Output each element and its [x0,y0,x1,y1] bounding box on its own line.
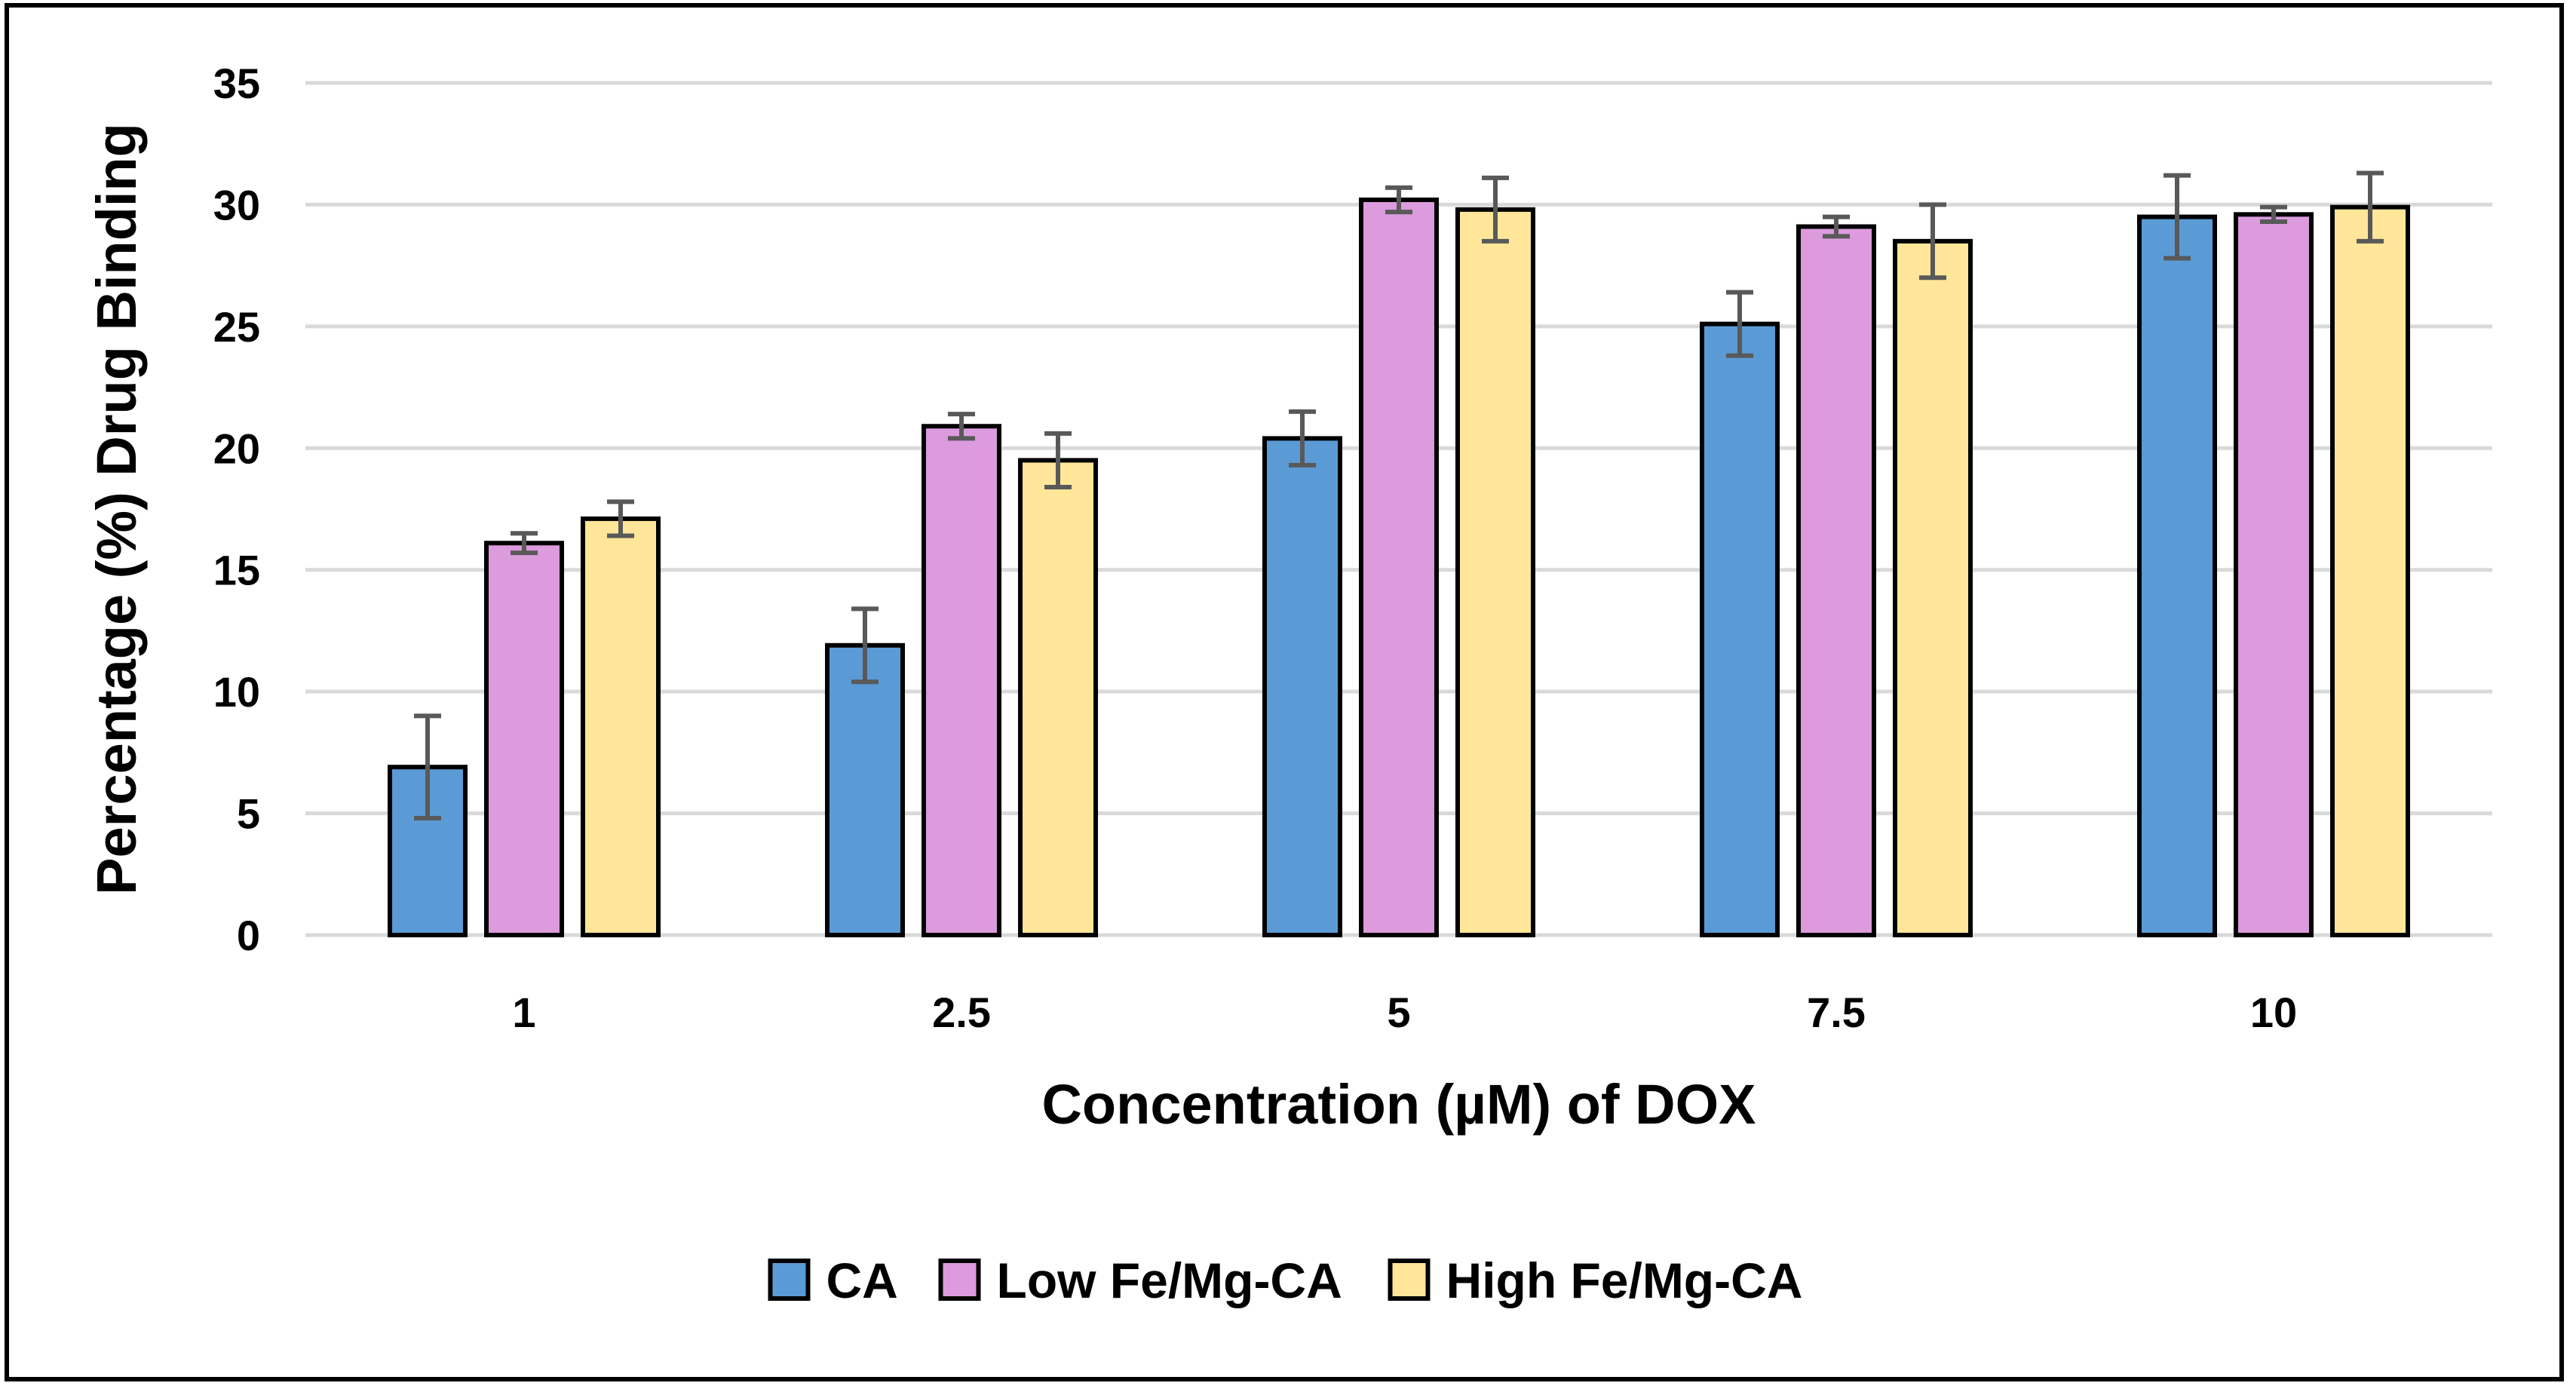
legend: CA Low Fe/Mg-CA High Fe/Mg-CA [768,1253,1803,1308]
bar [1018,458,1098,937]
x-tick-label: 5 [1387,989,1410,1036]
y-tick-label: 0 [237,912,260,959]
error-bar [851,606,879,685]
bar [1893,238,1973,938]
error-bar [2164,173,2191,261]
bar [581,516,661,937]
bars [388,197,2410,938]
x-axis-title: Concentration (µM) of DOX [1041,1073,1756,1136]
y-tick-label: 10 [213,668,260,716]
y-tick-label: 20 [213,425,260,472]
x-tick-label: 2.5 [932,989,991,1036]
legend-swatch [768,1259,811,1301]
legend-swatch [938,1259,981,1301]
error-bar [1823,214,1850,239]
error-bar [948,412,975,441]
legend-label: CA [826,1253,898,1308]
y-tick-label: 15 [213,547,260,594]
bar [1796,224,1876,937]
y-axis-title: Percentage (%) Drug Binding [85,123,148,895]
bar [2234,212,2314,938]
x-axis-ticks: 1 2.5 5 7.5 10 [512,989,2297,1036]
error-bar [1289,409,1316,468]
x-tick-label: 1 [512,989,535,1036]
y-axis-ticks: 0 5 10 15 20 25 30 35 [213,60,260,959]
legend-label: High Fe/Mg-CA [1446,1253,1803,1308]
y-tick-label: 30 [213,181,260,228]
legend-label: Low Fe/Mg-CA [997,1253,1342,1308]
legend-swatch [1388,1259,1431,1301]
y-tick-label: 25 [213,303,260,351]
y-tick-label: 5 [237,790,260,838]
error-bar [1919,202,1946,281]
x-tick-label: 10 [2250,989,2297,1036]
error-bar [1726,290,1753,358]
error-bar [414,713,441,821]
error-bars [414,170,2384,821]
x-tick-label: 7.5 [1807,989,1866,1036]
bar [484,541,564,937]
error-bar [607,499,634,538]
error-bar [511,531,538,556]
bar [1359,197,1439,937]
bar [1262,436,1342,937]
error-bar [1044,431,1072,489]
error-bar [2357,170,2384,244]
y-tick-label: 35 [213,60,260,107]
bar [1455,207,1535,937]
bar [2137,214,2217,938]
bar [1700,321,1780,937]
error-bar [2260,204,2287,225]
error-bar [1385,185,1412,215]
bar [2330,204,2410,937]
bar [922,424,1001,937]
bar [825,642,905,937]
error-bar [1482,175,1509,244]
